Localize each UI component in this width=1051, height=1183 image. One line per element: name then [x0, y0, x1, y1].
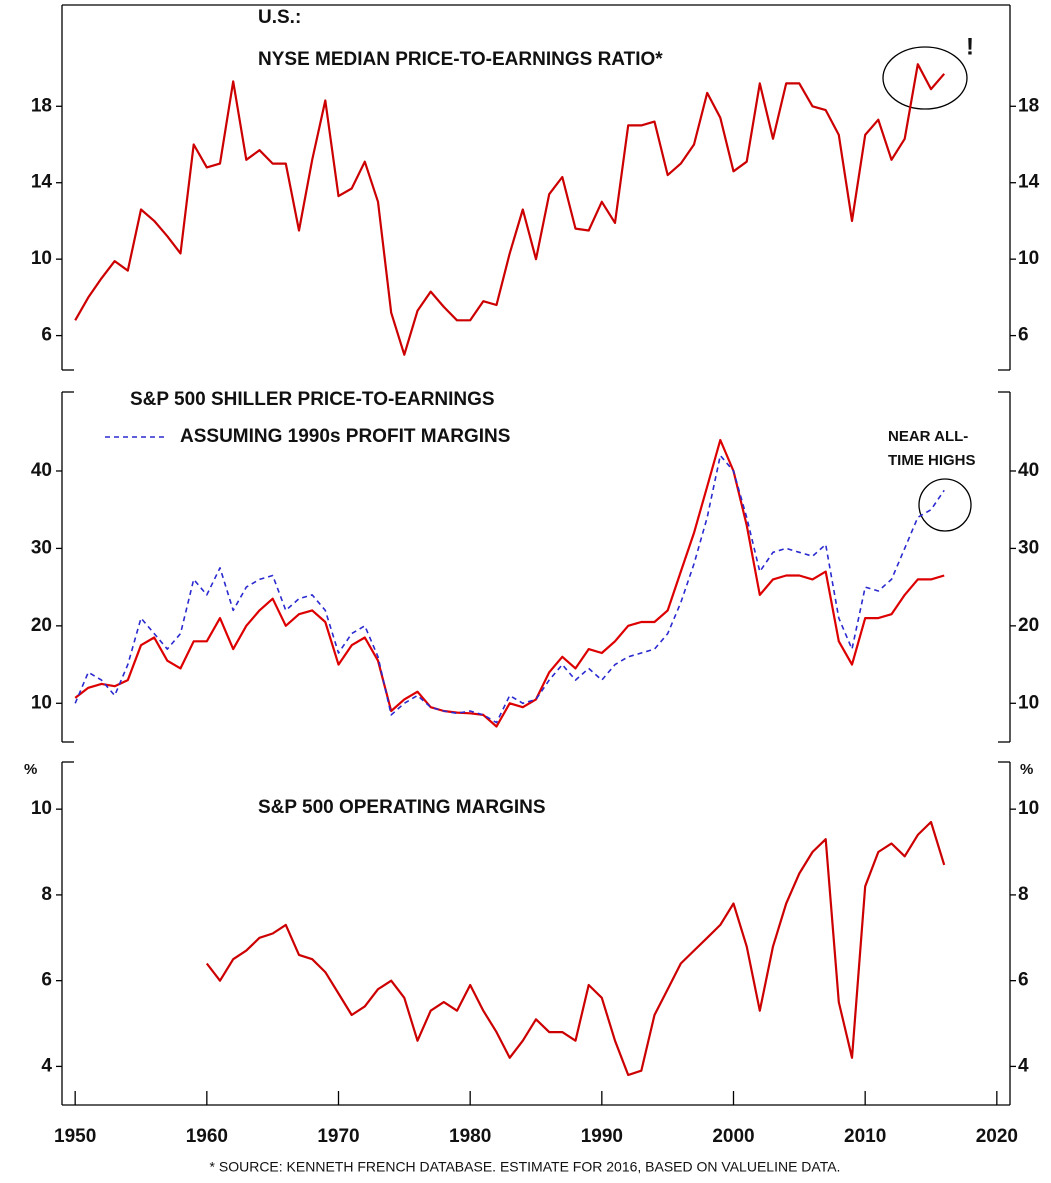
- y-tick-label: 14: [1018, 172, 1040, 193]
- y-tick-label: 10: [31, 798, 52, 819]
- legend-label: S&P 500 SHILLER PRICE-TO-EARNINGS: [130, 389, 495, 410]
- x-tick-label: 2020: [976, 1126, 1018, 1147]
- x-tick-label: 1990: [581, 1126, 623, 1147]
- y-tick-label: 10: [1018, 248, 1039, 269]
- x-tick-label: 2000: [712, 1126, 754, 1147]
- y-tick-label: 40: [31, 460, 52, 481]
- y-tick-label: 10: [1018, 692, 1039, 713]
- legend-label: ASSUMING 1990s PROFIT MARGINS: [180, 426, 510, 447]
- x-tick-label: 1980: [449, 1126, 491, 1147]
- annotation: !: [966, 33, 974, 60]
- x-tick-label: 1950: [54, 1126, 96, 1147]
- y-tick-label: 18: [31, 95, 52, 116]
- y-tick-label: 18: [1018, 95, 1039, 116]
- x-tick-label: 2010: [844, 1126, 886, 1147]
- y-tick-label: 6: [1018, 970, 1029, 991]
- y-tick-label: 20: [1018, 615, 1039, 636]
- y-tick-label: 8: [1018, 884, 1029, 905]
- data-line: [205, 820, 946, 1077]
- y-tick-label: 40: [1018, 460, 1039, 481]
- chart-title: U.S.:: [258, 7, 301, 28]
- y-tick-label: 4: [41, 1055, 52, 1076]
- y-tick-label: 6: [41, 970, 52, 991]
- unit-label: %: [1020, 761, 1033, 778]
- highlight-ellipse: [882, 46, 968, 110]
- y-tick-label: 30: [1018, 537, 1039, 558]
- highlight-ellipse: [918, 478, 972, 532]
- y-tick-label: 20: [31, 615, 52, 636]
- data-line: [74, 454, 945, 724]
- y-tick-label: 6: [1018, 325, 1029, 346]
- chart-title: S&P 500 OPERATING MARGINS: [258, 797, 546, 818]
- y-tick-label: 10: [31, 692, 52, 713]
- y-tick-label: 10: [31, 248, 52, 269]
- x-tick-label: 1970: [317, 1126, 359, 1147]
- data-line: [74, 63, 946, 356]
- y-tick-label: 14: [31, 172, 53, 193]
- chart-subtitle: NYSE MEDIAN PRICE-TO-EARNINGS RATIO*: [258, 49, 663, 70]
- annotation: TIME HIGHS: [888, 452, 976, 469]
- annotation: NEAR ALL-: [888, 428, 968, 445]
- y-tick-label: 4: [1018, 1055, 1029, 1076]
- data-line: [74, 438, 945, 728]
- x-tick-label: 1960: [186, 1126, 228, 1147]
- y-tick-label: 6: [41, 325, 52, 346]
- y-tick-label: 30: [31, 537, 52, 558]
- footnote: * SOURCE: KENNETH FRENCH DATABASE. ESTIM…: [210, 1159, 841, 1175]
- unit-label: %: [24, 761, 37, 778]
- y-tick-label: 10: [1018, 798, 1039, 819]
- y-tick-label: 8: [41, 884, 52, 905]
